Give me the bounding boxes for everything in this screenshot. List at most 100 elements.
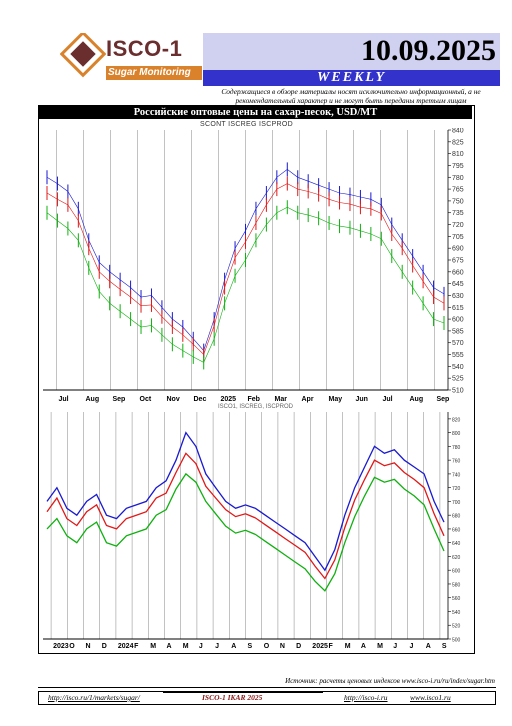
y-tick-label: 690	[452, 246, 464, 253]
series-line-iscprod	[46, 472, 445, 592]
y-tick-label: 570	[452, 340, 464, 347]
x-tick-label: J	[199, 643, 203, 650]
y-tick-label: 795	[452, 163, 464, 170]
x-tick-label: D	[296, 643, 301, 650]
x-tick-label: A	[361, 643, 366, 650]
weekly-banner	[203, 70, 500, 86]
y-tick-label: 600	[452, 569, 461, 575]
y-tick-label: 760	[452, 459, 461, 465]
x-tick-label: M	[150, 643, 156, 650]
x-tick-label: Sep	[437, 396, 450, 403]
x-tick-label: O	[69, 643, 75, 650]
y-tick-label: 580	[452, 582, 461, 588]
y-tick-label: 600	[452, 317, 464, 324]
y-tick-label: 720	[452, 486, 461, 492]
x-tick-label: A	[231, 643, 236, 650]
chart-title: Российские оптовые цены на сахар-песок, …	[133, 107, 378, 118]
x-tick-label: Mar	[275, 396, 288, 403]
x-tick-label: 2025	[312, 643, 328, 650]
y-tick-label: 520	[452, 624, 461, 630]
y-tick-label: 700	[452, 500, 461, 506]
x-tick-label: O	[264, 643, 270, 650]
y-tick-label: 750	[452, 198, 464, 205]
x-tick-label: J	[393, 643, 397, 650]
x-tick-label: J	[410, 643, 414, 650]
footer-link-isco1[interactable]: www.isco1.ru	[410, 693, 451, 702]
y-tick-label: 765	[452, 187, 464, 194]
x-tick-label: N	[86, 643, 91, 650]
x-tick-label: May	[329, 396, 343, 403]
header-band	[203, 33, 500, 70]
y-tick-label: 585	[452, 328, 464, 335]
y-tick-label: 615	[452, 305, 464, 312]
y-tick-label: 825	[452, 139, 464, 146]
y-tick-label: 735	[452, 210, 464, 217]
x-tick-label: Jul	[383, 396, 393, 403]
y-tick-label: 540	[452, 610, 461, 616]
series-line-isco1	[46, 431, 445, 572]
y-tick-label: 555	[452, 352, 464, 359]
x-tick-label: Oct	[140, 396, 152, 403]
bottom-chart-legend: ISCO1, ISCREG, ISCPROD	[218, 404, 294, 410]
x-tick-label: Jun	[356, 396, 368, 403]
disclaimer-text: Содержащиеся в обзоре материалы носят ис…	[221, 87, 481, 105]
y-tick-label: 620	[452, 555, 461, 561]
x-tick-label: 2025	[221, 396, 237, 403]
series-line-iscreg	[46, 183, 445, 356]
x-tick-label: Apr	[302, 396, 314, 403]
y-tick-label: 820	[452, 417, 461, 423]
x-tick-label: J	[215, 643, 219, 650]
x-tick-label: M	[183, 643, 189, 650]
chart-frame	[38, 105, 475, 654]
x-tick-label: Nov	[167, 396, 180, 403]
footer-link-sugar[interactable]: http://isco.ru/1/markets/sugar/	[48, 693, 140, 702]
y-tick-label: 780	[452, 175, 464, 182]
x-tick-label: Sep	[113, 396, 126, 403]
series-line-iscprod	[46, 206, 445, 363]
brand-name: ISCO-1	[106, 36, 183, 61]
top-chart-legend: SCONT ISCREG ISCPROD	[200, 121, 293, 128]
logo-diamond-icon	[60, 33, 106, 78]
x-tick-label: M	[377, 643, 383, 650]
bottom-price-chart: 2023 O N D 2024 F M A M J J A S O N D 2025 F M A M J J A S820800…	[43, 412, 461, 650]
y-tick-label: 645	[452, 281, 464, 288]
x-tick-label: N	[280, 643, 285, 650]
x-tick-label: F	[134, 643, 139, 650]
footer-copyright: ISCO-1 IKAR 2025	[202, 693, 263, 702]
x-tick-label: 2024	[118, 643, 134, 650]
series-line-iscreg	[46, 452, 445, 580]
x-tick-label: Aug	[86, 396, 100, 403]
y-tick-label: 705	[452, 234, 464, 241]
y-tick-label: 740	[452, 472, 461, 478]
x-tick-label: S	[442, 643, 447, 650]
brand-tagline: Sugar Monitoring	[106, 66, 202, 80]
y-tick-label: 800	[452, 431, 461, 437]
x-tick-label: M	[345, 643, 351, 650]
y-tick-label: 640	[452, 541, 461, 547]
weekly-banner-label: WEEKLY	[316, 70, 387, 85]
x-tick-label: D	[102, 643, 107, 650]
y-tick-label: 780	[452, 445, 461, 451]
y-tick-label: 840	[452, 128, 464, 135]
y-tick-label: 525	[452, 376, 464, 383]
footer-link-isco-i[interactable]: http://isco-i.ru	[344, 693, 388, 702]
x-tick-label: A	[167, 643, 172, 650]
y-tick-label: 660	[452, 269, 464, 276]
y-tick-label: 660	[452, 527, 461, 533]
y-tick-label: 720	[452, 222, 464, 229]
x-tick-label: S	[248, 643, 253, 650]
footer-source: Источник: расчеты ценовых индексов www.i…	[285, 677, 495, 685]
series-line-scont	[46, 169, 445, 352]
y-tick-label: 510	[452, 388, 464, 395]
x-tick-label: F	[329, 643, 334, 650]
y-tick-label: 675	[452, 258, 464, 265]
y-tick-label: 540	[452, 364, 464, 371]
footer-divider	[38, 687, 496, 688]
y-tick-label: 680	[452, 514, 461, 520]
x-tick-label: 2023	[53, 643, 69, 650]
footer-accent-bar	[163, 691, 323, 693]
x-tick-label: Feb	[248, 396, 260, 403]
y-tick-label: 810	[452, 151, 464, 158]
chart-title-bar	[39, 106, 472, 119]
brand-logo	[60, 33, 200, 83]
